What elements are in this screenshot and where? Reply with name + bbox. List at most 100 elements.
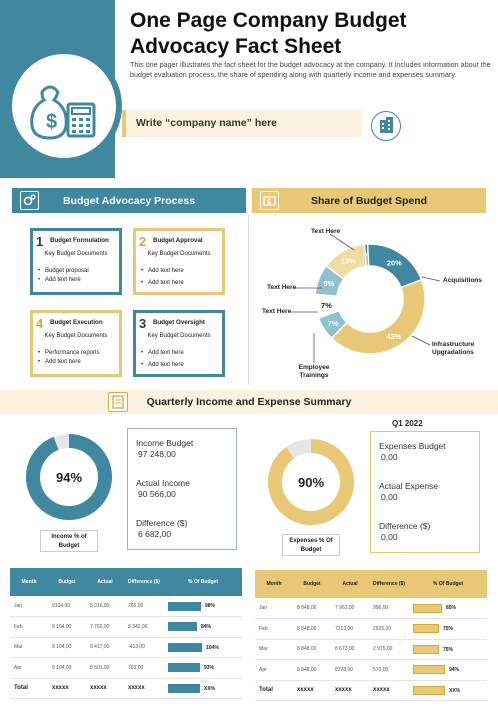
col-month: Month [266, 581, 282, 587]
expense-table: Month Budget Actual Difference ($) % Of … [255, 570, 487, 701]
percent-label: XX% [449, 687, 461, 694]
cell-percent: 94% [409, 659, 487, 681]
table-total-row: Total xxxxx xxxxx xxxxx XX% [255, 680, 487, 701]
cell-actual: 8 916,00 [86, 596, 124, 617]
cell-budget: 8 848,00 [293, 659, 331, 681]
table-total-row: Total xxxxx xxxxx xxxxx XX% [10, 678, 242, 699]
percent-bar [413, 603, 442, 613]
percent-bar [413, 644, 439, 654]
quarterly-section-header: Quarterly Income and Expense Summary [0, 390, 498, 414]
expense-budget-value: 0,00 [381, 452, 398, 462]
percent-label: 75% [443, 646, 454, 653]
process-section-title: Budget Advocacy Process [62, 195, 196, 207]
income-difference-value: 6 682,00 [138, 529, 172, 539]
svg-text:$: $ [267, 199, 271, 206]
quarterly-section-title: Quarterly Income and Expense Summary [146, 396, 352, 408]
report-icon [108, 392, 128, 412]
share-section-title: Share of Budget Spend [310, 195, 428, 207]
percent-label: 94% [449, 667, 460, 674]
income-difference-label: Difference ($) [136, 518, 188, 528]
donut-slice-label: 9% [324, 279, 335, 288]
label-infrastructure: Infrastructure Upgradations [432, 341, 475, 356]
leader-line [329, 233, 355, 251]
table-row: Mar 8 848,00 8 673,00 2 975,00 75% [255, 639, 487, 660]
expense-summary-box: Expenses Budget 0,00 Actual Expense 0,00… [370, 431, 480, 553]
percent-bar [413, 624, 439, 634]
percent-bar [168, 642, 202, 652]
expense-percent: 90% [297, 475, 325, 490]
process-step-approval: 2 Budget Approval Key Budget Documents A… [133, 228, 225, 295]
percent-label: 93% [204, 665, 215, 672]
step-subheading: Key Budget Documents [44, 251, 108, 257]
actual-income-value: 90 566,00 [138, 489, 176, 499]
money-bag-calculator-icon: $ [30, 85, 96, 140]
col-percent: % Of Budget [433, 581, 463, 587]
step-heading: Budget Oversight [153, 319, 205, 326]
percent-bar [168, 683, 200, 693]
step-item: Add text here [141, 268, 184, 274]
step-subheading: Key Budget Documents [44, 333, 108, 339]
col-actual: Actual [97, 579, 113, 585]
page-title: One Page Company Budget Advocacy Fact Sh… [130, 9, 407, 58]
donut-slice [325, 243, 368, 281]
cell-percent: 98% [164, 596, 242, 617]
step-subheading: Key Budget Documents [147, 251, 211, 257]
table-row: Mar 9 104,00 9 417,00 -413,00 104% [10, 637, 242, 658]
cell-actual: 8 673,00 [331, 639, 369, 660]
step-number: 2 [139, 234, 147, 249]
cell-actual: 7213,00 [331, 618, 369, 640]
step-item: Budget proposal [38, 268, 89, 274]
cell-diff: 996,00 [369, 598, 409, 619]
percent-bar [168, 663, 200, 673]
cell-percent: XX% [409, 680, 487, 701]
col-budget: Budget [58, 579, 76, 585]
share-donut-chart: 1% 20% 43% 7% 7% 9% 13% [290, 233, 441, 363]
donut-slice [330, 278, 426, 355]
col-percent: % Of Budget [188, 579, 218, 585]
company-name-box[interactable]: Write “company name” here [122, 110, 362, 137]
cell-month: Apr [255, 659, 293, 681]
label-trainings: Employee Trainings [298, 364, 330, 379]
actual-expense-value: 0,00 [381, 492, 398, 502]
percent-label: 85% [446, 605, 457, 612]
cell-budget: 8 848,00 [293, 598, 331, 619]
col-difference: Difference ($) [373, 581, 405, 587]
expense-ring-arc [268, 439, 354, 525]
cell-percent: 104% [164, 637, 242, 658]
label-left-1: Text Here [267, 284, 297, 291]
step-item: Add text here [38, 277, 81, 283]
expense-budget-label: Expenses Budget [379, 441, 446, 451]
label-left-2: Text Here [262, 308, 292, 315]
table-row: Feb 9 104,00 7,760,00 3 342,00 84% [10, 616, 242, 638]
leader-line [411, 335, 431, 346]
cell-actual: 8 501,00 [86, 657, 124, 679]
percent-bar [413, 665, 445, 675]
table-row: Apr 8 848,00 8378,00 570,00 94% [255, 659, 487, 681]
cell-month: Jan [10, 596, 48, 617]
cell-diff: xxxxx [369, 680, 409, 701]
process-step-formulation: 1 Budget Formulation Key Budget Document… [30, 228, 122, 295]
share-section-header: $ Share of Budget Spend [252, 188, 486, 213]
table-row: Apr 9 104,00 8 501,00 703,00 93% [10, 657, 242, 679]
process-section-header: Budget Advocacy Process [12, 188, 246, 213]
money-icon: $ [260, 191, 279, 210]
cell-percent: 75% [409, 639, 487, 660]
table-row: Jan 9104,00 8 916,00 265,00 98% [10, 596, 242, 617]
step-item: Add text here [141, 362, 184, 368]
building-icon [371, 111, 401, 141]
cell-diff: 265,00 [124, 596, 164, 617]
section-divider [248, 215, 249, 385]
step-heading: Budget Approval [153, 237, 203, 244]
page-subtitle: This one pager illustrates the fact shee… [130, 60, 491, 79]
col-difference: Difference ($) [128, 579, 160, 585]
cell-diff: 3 342,00 [124, 616, 164, 638]
cell-month: Mar [255, 639, 293, 660]
cell-budget: xxxxx [48, 678, 86, 699]
table-row: Feb 8 848,00 7213,00 2635,00 75% [255, 618, 487, 640]
table-row: Jan 8 848,00 7 962,00 996,00 85% [255, 598, 487, 619]
cell-diff: -413,00 [124, 637, 164, 658]
income-table: Month Budget Actual Difference ($) % Of … [10, 568, 242, 699]
percent-bar [413, 685, 445, 695]
process-step-oversight: 3 Budget Oversight Key Budget Documents … [133, 310, 225, 377]
cell-diff: 703,00 [124, 657, 164, 679]
